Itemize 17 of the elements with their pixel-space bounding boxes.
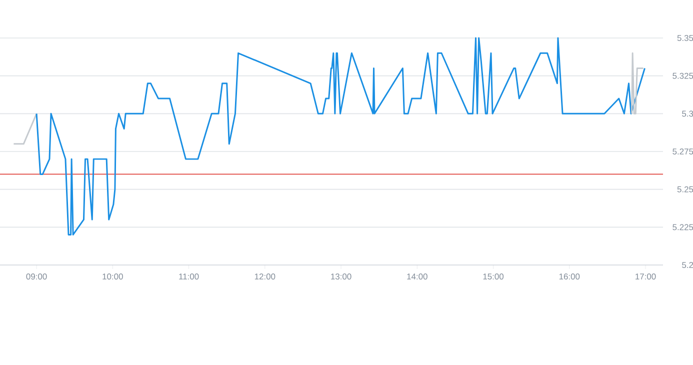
y-tick-label: 5.25 (677, 186, 693, 192)
y-tick-label: 5.3 (682, 110, 693, 117)
x-tick-label: 17:00 (636, 274, 656, 280)
x-tick-label: 13:00 (331, 274, 352, 280)
line-series (36, 37, 646, 236)
x-tick-label: 11:00 (179, 274, 199, 280)
x-tick-label: 15:00 (483, 274, 504, 280)
y-tick-label: 5.325 (672, 72, 693, 79)
x-tick-label: 12:00 (254, 274, 276, 280)
x-tick-label: 10:00 (102, 274, 123, 280)
x-tick-label: 09:00 (26, 274, 47, 280)
y-tick-label: 5.225 (672, 224, 693, 230)
x-tick-label: 16:00 (559, 274, 580, 280)
y-tick-label: 5.2 (682, 262, 693, 268)
x-tick-label: 14:00 (407, 274, 428, 280)
y-tick-label: 5.35 (677, 35, 693, 41)
y-tick-label: 5.275 (672, 148, 693, 154)
